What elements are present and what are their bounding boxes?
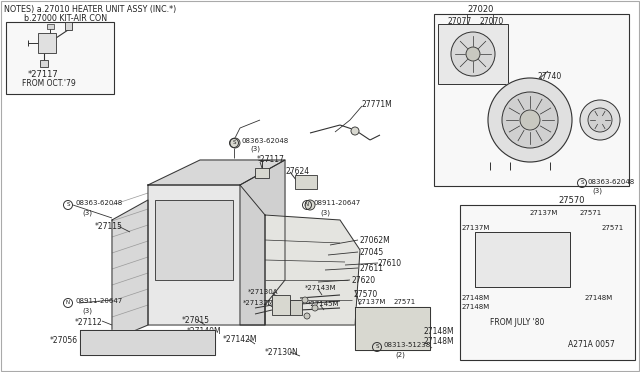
Bar <box>6 22 114 94</box>
Text: FROM OCT.'79: FROM OCT.'79 <box>22 79 76 88</box>
Text: *27015: *27015 <box>182 316 210 325</box>
Text: 27571: 27571 <box>394 299 416 305</box>
Polygon shape <box>112 200 148 340</box>
Bar <box>460 205 635 360</box>
Text: 27148M: 27148M <box>462 304 490 310</box>
Text: N: N <box>66 301 70 305</box>
Circle shape <box>312 305 318 311</box>
Text: 27137M: 27137M <box>462 225 490 231</box>
Text: 27571: 27571 <box>580 210 602 216</box>
Bar <box>255 168 269 178</box>
Text: 27624: 27624 <box>285 167 309 176</box>
Text: S: S <box>580 180 584 186</box>
Polygon shape <box>148 185 265 325</box>
Text: 27062M: 27062M <box>360 236 391 245</box>
Text: *27115: *27115 <box>95 222 123 231</box>
Text: 27570: 27570 <box>353 290 377 299</box>
Text: 27570: 27570 <box>558 196 584 205</box>
Text: NOTES) a.27010 HEATER UNIT ASSY (INC.*): NOTES) a.27010 HEATER UNIT ASSY (INC.*) <box>4 5 176 14</box>
Bar <box>438 24 508 84</box>
Bar <box>40 60 48 67</box>
Text: 27137M: 27137M <box>358 299 387 305</box>
Circle shape <box>580 100 620 140</box>
Bar <box>272 295 290 315</box>
Bar <box>290 300 302 315</box>
Text: A271A 0057: A271A 0057 <box>568 340 615 349</box>
Text: 08363-62048: 08363-62048 <box>75 200 122 206</box>
Text: (3): (3) <box>320 209 330 215</box>
Circle shape <box>520 110 540 130</box>
Bar <box>295 175 317 189</box>
Text: 27045: 27045 <box>360 248 384 257</box>
Polygon shape <box>80 330 215 355</box>
Polygon shape <box>265 215 360 325</box>
Text: *27142M: *27142M <box>223 335 257 344</box>
Text: 27771M: 27771M <box>362 100 393 109</box>
Polygon shape <box>355 307 430 350</box>
Circle shape <box>451 32 495 76</box>
Polygon shape <box>148 160 285 185</box>
Text: 08363-62048: 08363-62048 <box>241 138 288 144</box>
Text: *27140M: *27140M <box>187 327 221 336</box>
Text: (3): (3) <box>82 308 92 314</box>
Text: S: S <box>375 344 379 350</box>
Circle shape <box>466 47 480 61</box>
Circle shape <box>302 297 308 303</box>
Bar <box>434 14 629 186</box>
Polygon shape <box>240 160 285 325</box>
Text: (3): (3) <box>592 187 602 193</box>
Text: 27740: 27740 <box>538 72 563 81</box>
Text: 27620: 27620 <box>352 276 376 285</box>
Bar <box>38 33 56 53</box>
Text: FROM JULY '80: FROM JULY '80 <box>490 318 545 327</box>
Text: 08363-62048: 08363-62048 <box>588 179 636 185</box>
Text: 27148M: 27148M <box>585 295 613 301</box>
Text: (2): (2) <box>395 351 405 357</box>
Text: N: N <box>305 202 309 208</box>
Text: 27148M: 27148M <box>424 327 454 336</box>
Circle shape <box>488 78 572 162</box>
Text: S: S <box>67 202 70 208</box>
Text: 27070: 27070 <box>480 17 504 26</box>
Circle shape <box>502 92 558 148</box>
Text: *27130N: *27130N <box>265 348 299 357</box>
Text: *27130A: *27130A <box>248 289 278 295</box>
Text: S: S <box>232 141 236 145</box>
Text: 27148M: 27148M <box>424 337 454 346</box>
Text: 27020: 27020 <box>467 5 493 14</box>
Circle shape <box>230 138 240 148</box>
Circle shape <box>588 108 612 132</box>
Text: *27143M: *27143M <box>305 285 337 291</box>
Text: 27571: 27571 <box>602 225 624 231</box>
Bar <box>155 200 233 280</box>
Text: *27145M: *27145M <box>308 301 339 307</box>
Circle shape <box>351 127 359 135</box>
Bar <box>475 232 570 287</box>
Text: b.27000 KIT-AIR CON: b.27000 KIT-AIR CON <box>4 14 107 23</box>
Bar <box>47 24 54 29</box>
Circle shape <box>305 200 315 210</box>
Bar <box>65 22 72 30</box>
Text: 08911-20647: 08911-20647 <box>75 298 122 304</box>
Text: *27112: *27112 <box>75 318 103 327</box>
Text: (3): (3) <box>82 210 92 217</box>
Text: *27056: *27056 <box>50 336 78 345</box>
Text: *27117: *27117 <box>257 155 285 164</box>
Text: *27132M: *27132M <box>243 300 275 306</box>
Text: (3): (3) <box>250 146 260 153</box>
Text: 27137M: 27137M <box>530 210 558 216</box>
Text: 08911-20647: 08911-20647 <box>314 200 361 206</box>
Text: 27610: 27610 <box>378 259 402 268</box>
Text: 27077: 27077 <box>448 17 472 26</box>
Text: 08313-51238: 08313-51238 <box>384 342 431 348</box>
Text: 27148M: 27148M <box>462 295 490 301</box>
Text: 27611: 27611 <box>360 264 384 273</box>
Text: *27117: *27117 <box>28 70 59 79</box>
Circle shape <box>304 313 310 319</box>
